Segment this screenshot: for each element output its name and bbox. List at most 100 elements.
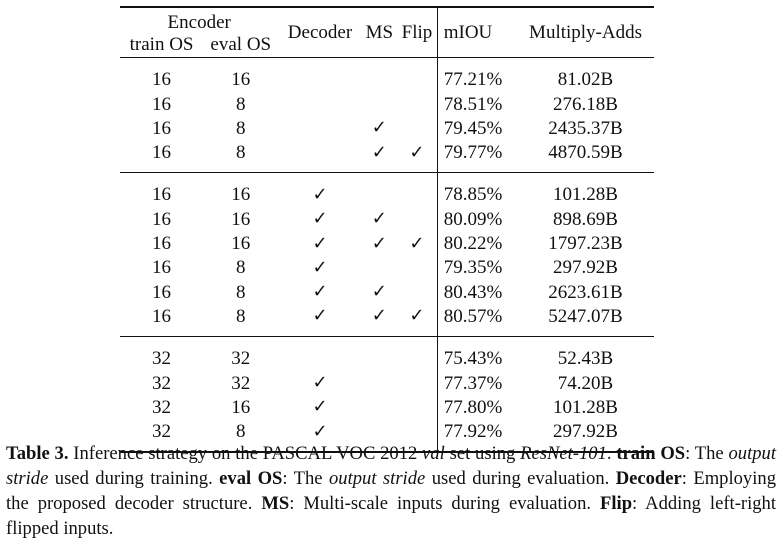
cell-decoder: ✓ xyxy=(278,395,361,419)
cell-eval-os: 32 xyxy=(231,348,251,370)
cell-decoder: ✓ xyxy=(278,371,361,395)
cell-ms: ✓ xyxy=(362,280,398,304)
cell-eval-os: 8 xyxy=(236,305,246,327)
cell-ms xyxy=(362,371,398,395)
cell-decoder xyxy=(278,140,361,172)
cell-decoder: ✓ xyxy=(278,207,361,231)
checkmark-icon: ✓ xyxy=(409,141,425,163)
cell-eval-os: 8 xyxy=(236,142,246,164)
cell-eval-os: 16 xyxy=(231,69,251,91)
cell-decoder: ✓ xyxy=(278,256,361,280)
cell-decoder: ✓ xyxy=(278,280,361,304)
checkmark-icon: ✓ xyxy=(312,232,328,254)
cell-decoder: ✓ xyxy=(278,304,361,336)
cell-train-os: 32 xyxy=(152,372,172,394)
caption-text: used during training. xyxy=(48,468,220,489)
caption-text: : The xyxy=(282,468,329,489)
cell-flip xyxy=(397,92,437,116)
cell-decoder xyxy=(278,116,361,140)
cell-multiply-adds: 52.43B xyxy=(557,348,614,370)
checkmark-icon: ✓ xyxy=(371,208,387,230)
cell-multiply-adds: 74.20B xyxy=(557,372,614,394)
table-row: 32 32 ✓ 77.37% 74.20B xyxy=(120,370,654,396)
cell-ms: ✓ xyxy=(362,304,398,336)
cell-decoder xyxy=(278,92,361,116)
cell-train-os: 16 xyxy=(152,305,172,327)
table-row: 16 16 ✓ ✓ 80.09% 898.69B xyxy=(120,207,654,232)
cell-multiply-adds: 81.02B xyxy=(557,69,614,91)
caption-text: . xyxy=(606,443,617,464)
multiply-adds-header: Multiply-Adds xyxy=(529,21,642,43)
cell-miou: 77.92% xyxy=(436,419,518,452)
cell-ms xyxy=(362,57,398,92)
cell-eval-os: 16 xyxy=(231,208,251,230)
cell-multiply-adds: 2435.37B xyxy=(548,117,623,139)
cell-miou: 78.51% xyxy=(436,91,518,117)
cell-flip xyxy=(397,280,437,304)
cell-train-os: 16 xyxy=(152,117,172,139)
cell-miou: 79.77% xyxy=(436,140,518,173)
caption-flip-term: Flip xyxy=(600,493,633,514)
caption-ms-term: MS xyxy=(261,493,290,514)
cell-flip xyxy=(397,207,437,231)
cell-ms xyxy=(362,336,398,371)
cell-miou: 80.43% xyxy=(436,279,518,305)
cell-train-os: 16 xyxy=(152,233,172,255)
checkmark-icon: ✓ xyxy=(312,305,328,327)
cell-flip: ✓ xyxy=(397,140,437,172)
cell-miou: 75.43% xyxy=(436,336,518,371)
checkmark-icon: ✓ xyxy=(409,305,425,327)
table-row: 16 16 ✓ ✓ ✓ 80.22% 1797.23B xyxy=(120,231,654,256)
decoder-header: Decoder xyxy=(287,21,353,43)
table-row: 16 8 ✓ ✓ ✓ 80.57% 5247.07B xyxy=(120,304,654,337)
cell-ms xyxy=(362,395,398,419)
encoder-header: Encoder xyxy=(167,12,231,34)
cell-ms: ✓ xyxy=(362,207,398,231)
table-row: 32 32 75.43% 52.43B xyxy=(120,336,654,371)
checkmark-icon: ✓ xyxy=(312,372,328,393)
cell-eval-os: 8 xyxy=(236,93,246,115)
cell-flip xyxy=(397,172,437,207)
cell-eval-os: 8 xyxy=(236,257,246,279)
cell-decoder xyxy=(278,57,361,92)
caption-output-stride: output stride xyxy=(6,443,776,489)
cell-train-os: 32 xyxy=(152,348,172,370)
cell-multiply-adds: 297.92B xyxy=(553,421,618,443)
caption-text: : The xyxy=(685,443,729,464)
ms-header: MS xyxy=(365,21,394,43)
table-row: 32 16 ✓ 77.80% 101.28B xyxy=(120,395,654,420)
cell-decoder: ✓ xyxy=(278,172,361,207)
cell-multiply-adds: 898.69B xyxy=(553,208,618,230)
caption-train-os-term: train OS xyxy=(616,443,686,464)
cell-miou: 80.09% xyxy=(436,207,518,232)
checkmark-icon: ✓ xyxy=(312,183,328,205)
cell-ms: ✓ xyxy=(362,231,398,255)
table-row: 16 16 77.21% 81.02B xyxy=(120,57,654,92)
cell-miou: 77.80% xyxy=(436,395,518,420)
cell-multiply-adds: 101.28B xyxy=(553,184,618,206)
cell-flip: ✓ xyxy=(397,304,437,336)
cell-flip: ✓ xyxy=(397,231,437,255)
caption-label: Table 3. xyxy=(6,443,69,464)
checkmark-icon: ✓ xyxy=(312,256,328,278)
caption-val: val xyxy=(422,443,445,464)
table-row: 16 8 ✓ ✓ 79.77% 4870.59B xyxy=(120,140,654,173)
cell-multiply-adds: 297.92B xyxy=(553,257,618,279)
cell-miou: 80.57% xyxy=(436,304,518,337)
cell-train-os: 16 xyxy=(152,93,172,115)
cell-train-os: 16 xyxy=(152,142,172,164)
cell-flip xyxy=(397,57,437,92)
cell-eval-os: 8 xyxy=(236,421,246,443)
checkmark-icon: ✓ xyxy=(312,281,328,303)
table-row: 32 8 ✓ 77.92% 297.92B xyxy=(120,419,654,452)
table-row: 16 8 ✓ 79.35% 297.92B xyxy=(120,255,654,280)
cell-ms: ✓ xyxy=(362,116,398,140)
cell-miou: 79.35% xyxy=(436,255,518,280)
caption-text: set using xyxy=(444,443,521,464)
cell-eval-os: 16 xyxy=(231,233,251,255)
cell-miou: 79.45% xyxy=(436,116,518,141)
checkmark-icon: ✓ xyxy=(312,396,328,418)
checkmark-icon: ✓ xyxy=(371,305,387,327)
cell-flip xyxy=(397,116,437,140)
miou-header: mIOU xyxy=(436,7,518,58)
